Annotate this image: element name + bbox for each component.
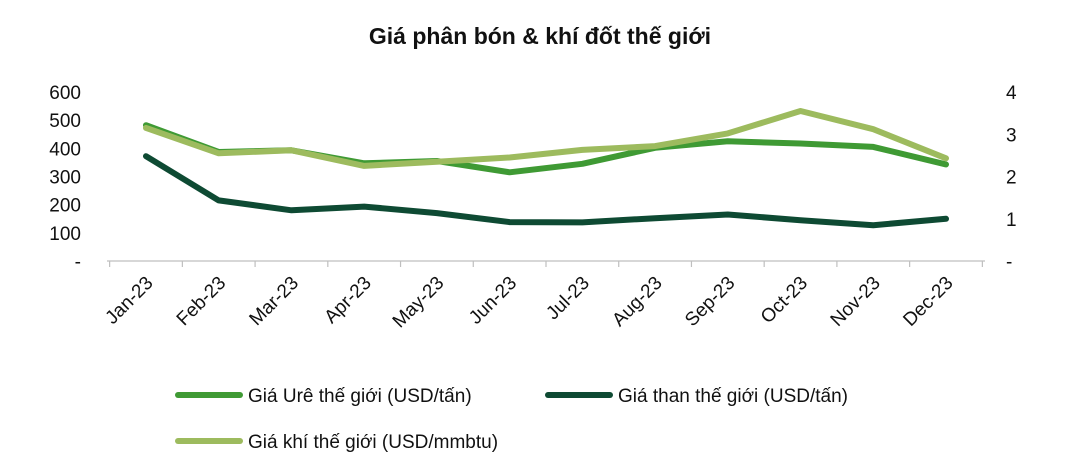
- x-axis-tick-label: Jul-23: [542, 273, 593, 324]
- x-axis-tick-label: Jan-23: [102, 273, 158, 329]
- x-axis-tick-label: Apr-23: [321, 273, 376, 328]
- left-axis-tick-label: 400: [49, 139, 81, 160]
- right-axis-tick-label: -: [1006, 252, 1012, 273]
- right-axis-tick-label: 2: [1006, 168, 1017, 189]
- x-axis-tick-label: Mar-23: [246, 273, 303, 330]
- right-axis-tick-label: 1: [1006, 210, 1017, 231]
- x-axis-tick-label: Oct-23: [757, 273, 812, 328]
- legend-label: Giá than thế giới (USD/tấn): [618, 386, 848, 407]
- x-axis-tick-label: Feb-23: [173, 273, 230, 330]
- series-line-3: [143, 108, 949, 169]
- chart-title: Giá phân bón & khí đốt thế giới: [369, 23, 711, 49]
- left-axis-tick-label: 600: [49, 83, 81, 104]
- legend-label: Giá Urê thế giới (USD/tấn): [248, 386, 472, 407]
- x-axis-tick-label: Aug-23: [608, 273, 666, 331]
- series-lines: [143, 108, 949, 229]
- right-axis-tick-label: 4: [1006, 83, 1017, 104]
- legend-label: Giá khí thế giới (USD/mmbtu): [248, 432, 498, 453]
- left-axis-ticks: - 100 200 300 400 500 600: [49, 83, 81, 273]
- x-axis-tick-label: Nov-23: [827, 273, 885, 331]
- right-axis-ticks: - 1 2 3 4: [1006, 83, 1017, 273]
- left-axis-tick-label: -: [75, 252, 81, 273]
- x-axis-tick-label: Sep-23: [681, 273, 739, 331]
- axes: [107, 260, 985, 267]
- x-axis-tick-label: May-23: [389, 273, 449, 333]
- x-axis-ticks: Jan-23 Feb-23 Mar-23 Apr-23 May-23 Jun-23 Jul-…: [102, 273, 958, 333]
- legend: Giá Urê thế giới (USD/tấn) Giá than thế g…: [175, 386, 848, 453]
- right-axis-tick-label: 3: [1006, 125, 1017, 146]
- x-axis-tick-label: Jun-23: [465, 273, 521, 329]
- x-axis-tick-label: Dec-23: [899, 273, 957, 331]
- left-axis-tick-label: 100: [49, 224, 81, 245]
- left-axis-tick-label: 200: [49, 196, 81, 217]
- series-line-2: [143, 153, 949, 229]
- left-axis-tick-label: 500: [49, 111, 81, 132]
- left-axis-tick-label: 300: [49, 168, 81, 189]
